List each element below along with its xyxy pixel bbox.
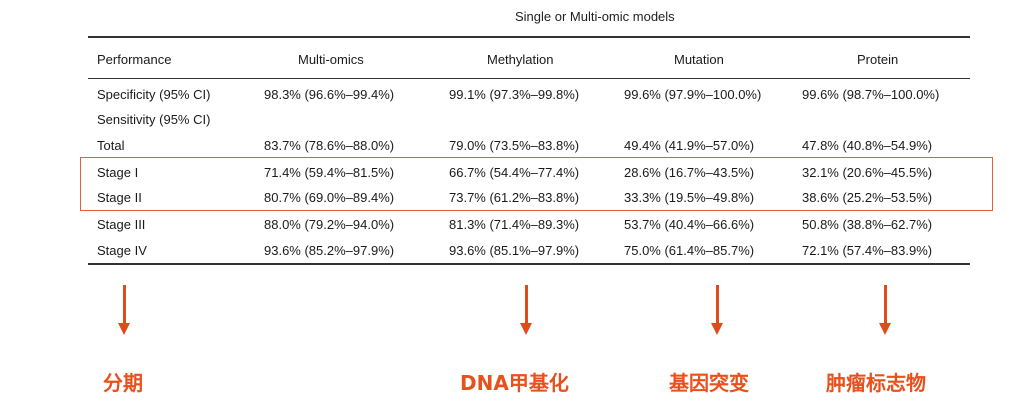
- table-cell: 66.7% (54.4%–77.4%): [449, 165, 580, 180]
- table-cell: 50.8% (38.8%–62.7%): [802, 217, 933, 232]
- table-cell: 71.4% (59.4%–81.5%): [264, 165, 395, 180]
- header-multi-omics: Multi-omics: [298, 52, 364, 67]
- table-cell: 47.8% (40.8%–54.9%): [802, 138, 933, 153]
- table-cell: 75.0% (61.4%–85.7%): [624, 243, 755, 258]
- row-label: Total: [97, 138, 125, 153]
- table-cell: 33.3% (19.5%–49.8%): [624, 190, 755, 205]
- row-label: Sensitivity (95% CI): [97, 112, 211, 127]
- table-cell: 32.1% (20.6%–45.5%): [802, 165, 933, 180]
- table-cell: 49.4% (41.9%–57.0%): [624, 138, 755, 153]
- table-cell: 88.0% (79.2%–94.0%): [264, 217, 395, 232]
- row-label: Stage II: [97, 190, 142, 205]
- header-protein: Protein: [857, 52, 899, 67]
- table-cell: 79.0% (73.5%–83.8%): [449, 138, 580, 153]
- table-super-header: Single or Multi-omic models: [515, 9, 675, 24]
- annotation-dna-methylation: DNA甲基化: [460, 371, 569, 395]
- table-cell: 80.7% (69.0%–89.4%): [264, 190, 395, 205]
- table-cell: 99.6% (97.9%–100.0%): [624, 87, 762, 102]
- table-cell: 93.6% (85.2%–97.9%): [264, 243, 395, 258]
- table-cell: 28.6% (16.7%–43.5%): [624, 165, 755, 180]
- table-top-rule: [88, 36, 970, 38]
- table-bottom-rule: [88, 263, 970, 265]
- table-cell: 53.7% (40.4%–66.6%): [624, 217, 755, 232]
- row-label: Stage III: [97, 217, 146, 232]
- annotation-tumor-marker: 肿瘤标志物: [826, 371, 926, 395]
- table-header-rule: [88, 78, 970, 79]
- table-cell: 72.1% (57.4%–83.9%): [802, 243, 933, 258]
- stage-i-ii-highlight-box: [80, 157, 993, 211]
- header-performance: Performance: [97, 52, 172, 67]
- header-methylation: Methylation: [487, 52, 554, 67]
- table-cell: 99.1% (97.3%–99.8%): [449, 87, 580, 102]
- table-cell: 99.6% (98.7%–100.0%): [802, 87, 940, 102]
- table-cell: 73.7% (61.2%–83.8%): [449, 190, 580, 205]
- row-label: Stage I: [97, 165, 139, 180]
- table-cell: 83.7% (78.6%–88.0%): [264, 138, 395, 153]
- header-mutation: Mutation: [674, 52, 724, 67]
- row-label: Specificity (95% CI): [97, 87, 211, 102]
- row-label: Stage IV: [97, 243, 147, 258]
- table-cell: 93.6% (85.1%–97.9%): [449, 243, 580, 258]
- annotation-staging: 分期: [103, 371, 143, 395]
- table-cell: 38.6% (25.2%–53.5%): [802, 190, 933, 205]
- table-cell: 98.3% (96.6%–99.4%): [264, 87, 395, 102]
- table-cell: 81.3% (71.4%–89.3%): [449, 217, 580, 232]
- annotation-gene-mutation: 基因突变: [669, 371, 749, 395]
